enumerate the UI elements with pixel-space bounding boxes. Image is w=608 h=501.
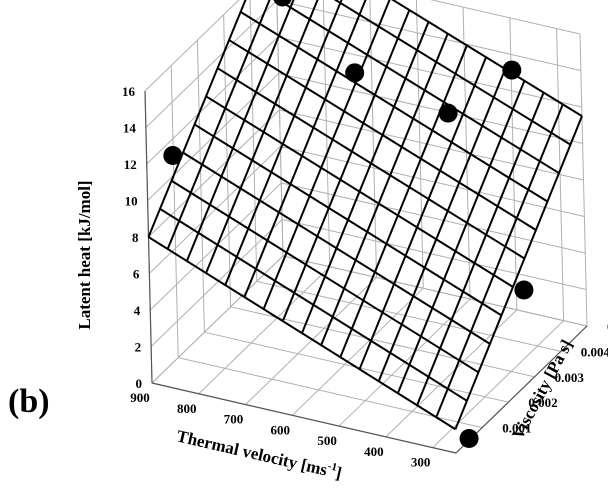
back-wall-gridline: [276, 0, 581, 71]
floor-gridline: [230, 306, 535, 378]
x-tick-label: 900: [130, 390, 150, 405]
surface-gridline: [166, 0, 271, 250]
surface-gridline: [217, 67, 525, 260]
surface-gridline: [194, 123, 502, 317]
floor-gridline: [291, 287, 424, 416]
axis-box-gridlines: [144, 0, 588, 454]
surface-gridline: [333, 0, 571, 146]
data-point: [273, 0, 292, 7]
side-wall-gridline: [150, 219, 283, 347]
floor-gridline: [256, 280, 561, 352]
y-tick-label: 0.004: [581, 344, 608, 359]
back-wall-gridline: [282, 219, 587, 290]
floor-gridline: [198, 266, 331, 395]
y-tick-label: 0.003: [555, 370, 585, 385]
surface-gridline: [159, 208, 468, 402]
x-tick-label: 800: [177, 401, 197, 416]
surface-gridline: [205, 95, 514, 288]
y-tick-label: 0.002: [528, 395, 557, 410]
data-point: [345, 63, 365, 83]
surface-gridline: [185, 0, 295, 262]
back-wall-gridline: [280, 146, 585, 217]
back-wall-gridline: [278, 73, 583, 144]
surface-gridline: [320, 33, 449, 346]
floor-gridline: [432, 320, 564, 448]
surface-gridline: [301, 21, 430, 334]
data-point: [514, 280, 534, 300]
z-tick-label: 10: [125, 194, 138, 209]
z-tick-label: 2: [135, 340, 142, 355]
surface-gridline: [276, 0, 560, 174]
surface-gridline: [147, 0, 247, 238]
back-wall-gridline: [279, 109, 584, 181]
z-tick-label: 0: [136, 376, 143, 391]
data-point: [163, 146, 183, 166]
y-tick-label: 0.001: [502, 421, 531, 436]
surface-gridline: [435, 103, 564, 418]
y-axis-title: Viscosity [Pa s]: [508, 336, 576, 442]
side-wall-gridline: [145, 0, 278, 128]
x-tick-label: 700: [224, 412, 244, 427]
surface-gridline: [147, 236, 456, 431]
floor-gridline: [178, 357, 483, 429]
surface-gridline: [391, 0, 583, 117]
back-wall-gridline: [430, 0, 581, 35]
surface-gridline: [170, 179, 479, 374]
surface-gridline: [281, 9, 411, 322]
data-point: [502, 60, 522, 80]
x-tick-label: 600: [271, 422, 291, 437]
back-wall-gridline: [282, 255, 588, 327]
z-tick-label: 8: [132, 230, 139, 245]
side-wall-gridline: [149, 182, 282, 311]
surface-gridline: [377, 68, 507, 382]
side-wall-gridline: [144, 0, 240, 92]
back-wall-gridline: [281, 182, 586, 254]
surface-gridline: [228, 39, 537, 231]
tick-labels: 0 2 4 6 8 10 12 14 16 900 800 700 600 500 400 300 0.001 0…: [122, 84, 608, 470]
x-tick-label: 300: [411, 455, 431, 470]
z-axis-title: Latent heat [kJ/mol]: [75, 180, 94, 329]
surface-gridline: [243, 0, 367, 298]
y-axis-line: [455, 325, 588, 454]
data-points: [163, 0, 534, 448]
side-wall-gridline: [151, 255, 284, 384]
z-tick-label: 14: [123, 121, 137, 136]
data-point: [459, 428, 479, 448]
surface-gridline: [240, 11, 548, 203]
surface-gridline: [454, 115, 583, 430]
panel-label: (b): [8, 383, 50, 420]
surface-gridline: [205, 0, 319, 274]
fitted-surface-mesh: [147, 0, 583, 431]
surface-gridline: [262, 0, 391, 310]
z-tick-label: 4: [134, 303, 141, 318]
surface-gridline: [396, 80, 526, 394]
surface-gridline: [224, 0, 343, 286]
back-wall-gridline: [277, 36, 582, 108]
z-tick-label: 16: [122, 84, 136, 99]
data-point: [438, 103, 458, 123]
x-tick-label: 400: [364, 444, 384, 459]
surface-gridline: [358, 56, 488, 370]
surface-gridline: [416, 92, 545, 406]
x-axis-line: [151, 382, 457, 454]
z-tick-label: 12: [124, 157, 137, 172]
x-tick-label: 500: [317, 433, 337, 448]
floor-gridline: [245, 277, 377, 405]
surface-gridline: [182, 151, 491, 345]
z-tick-label: 6: [133, 267, 140, 282]
surface-gridline: [339, 45, 468, 358]
